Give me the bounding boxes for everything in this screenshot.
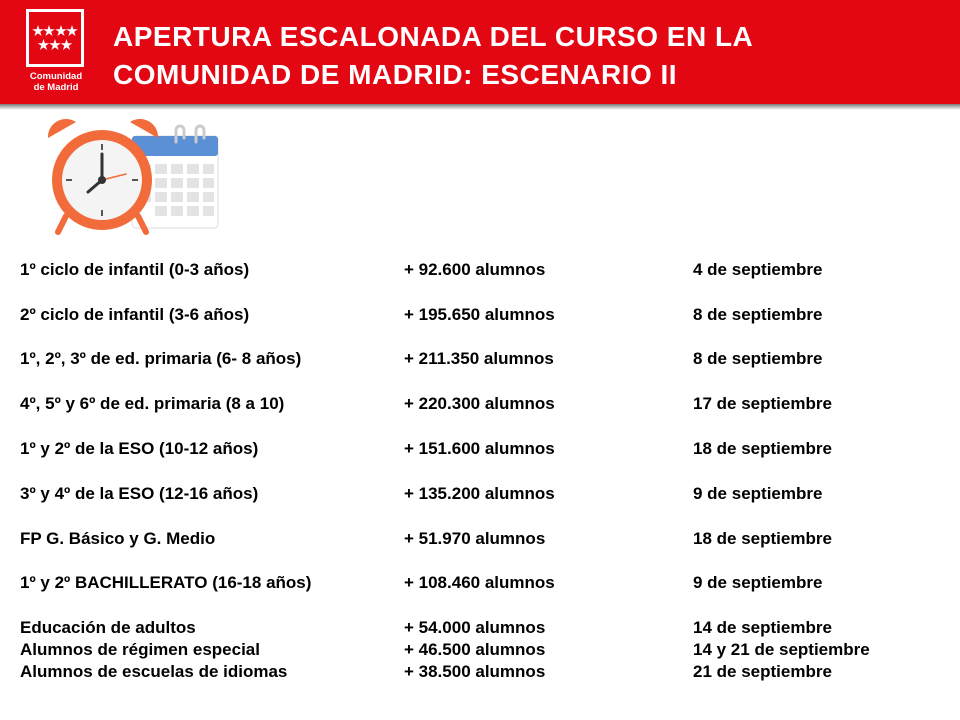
schedule-date: 14 de septiembre: [693, 618, 832, 637]
schedule-date: 9 de septiembre: [693, 484, 823, 503]
slide-header: Comunidad de Madrid APERTURA ESCALONADA …: [0, 0, 960, 104]
schedule-group: Educación de adultos: [20, 618, 196, 637]
schedule-students: + 51.970 alumnos: [404, 529, 546, 548]
schedule-students: + 38.500 alumnos: [404, 662, 546, 681]
logo-text-line1: Comunidad: [29, 71, 83, 82]
schedule-date: 4 de septiembre: [693, 260, 823, 279]
schedule-group: 1º ciclo de infantil (0-3 años): [20, 260, 250, 279]
alarm-clock-icon: [47, 118, 159, 235]
schedule-group: Alumnos de escuelas de idiomas: [20, 662, 288, 681]
schedule-students: + 195.650 alumnos: [404, 305, 555, 324]
schedule-students: + 92.600 alumnos: [404, 260, 546, 279]
comunidad-madrid-logo: Comunidad de Madrid: [20, 9, 92, 101]
schedule-date: 14 y 21 de septiembre: [693, 640, 870, 659]
schedule-date: 8 de septiembre: [693, 305, 823, 324]
header-shadow: [0, 104, 960, 110]
schedule-date: 8 de septiembre: [693, 349, 823, 368]
slide-title-line2: COMUNIDAD DE MADRID: ESCENARIO II: [113, 59, 678, 90]
schedule-group: 1º y 2º de la ESO (10-12 años): [20, 439, 259, 458]
schedule-date: 9 de septiembre: [693, 573, 823, 592]
schedule-students: + 135.200 alumnos: [404, 484, 555, 503]
schedule-students: + 151.600 alumnos: [404, 439, 555, 458]
slide-title: APERTURA ESCALONADA DEL CURSO EN LA COMU…: [113, 18, 953, 94]
schedule-students: + 220.300 alumnos: [404, 394, 555, 413]
schedule-group: FP G. Básico y G. Medio: [20, 529, 216, 548]
schedule-group: 4º, 5º y 6º de ed. primaria (8 a 10): [20, 394, 285, 413]
schedule-students: + 211.350 alumnos: [404, 349, 554, 368]
schedule-date: 21 de septiembre: [693, 662, 832, 681]
schedule-date: 18 de septiembre: [693, 529, 832, 548]
logo-text-line2: de Madrid: [33, 82, 79, 93]
logo-text: Comunidad de Madrid: [20, 71, 92, 93]
logo-star-box: [26, 9, 84, 67]
schedule-group: Alumnos de régimen especial: [20, 640, 260, 659]
schedule-group: 1º, 2º, 3º de ed. primaria (6- 8 años): [20, 349, 302, 368]
slide-title-line1: APERTURA ESCALONADA DEL CURSO EN LA: [113, 21, 754, 52]
clock-calendar-illustration: [47, 118, 219, 235]
schedule-group: 2º ciclo de infantil (3-6 años): [20, 305, 250, 324]
schedule-students: + 108.460 alumnos: [404, 573, 555, 592]
schedule-students: + 54.000 alumnos: [404, 618, 546, 637]
schedule-group: 1º y 2º BACHILLERATO (16-18 años): [20, 573, 312, 592]
schedule-date: 17 de septiembre: [693, 394, 832, 413]
schedule-group: 3º y 4º de la ESO (12-16 años): [20, 484, 259, 503]
schedule-students: + 46.500 alumnos: [404, 640, 546, 659]
schedule-date: 18 de septiembre: [693, 439, 832, 458]
stars-icon: [32, 25, 78, 50]
